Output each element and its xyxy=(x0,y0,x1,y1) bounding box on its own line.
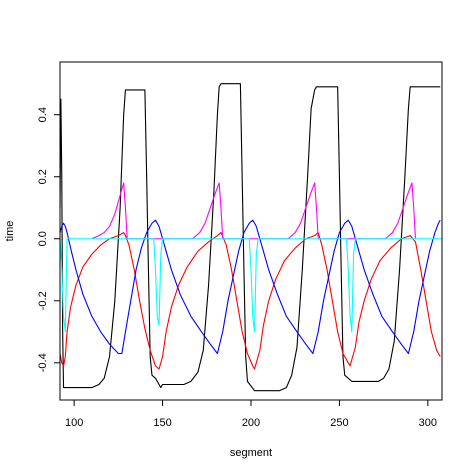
plot-frame xyxy=(59,61,443,401)
series-layer xyxy=(59,83,442,392)
y-tick-label: -0.2 xyxy=(37,291,49,310)
y-axis: -0.4 -0.2 0.0 0.2 0.4 xyxy=(37,107,60,372)
y-axis-title: time xyxy=(4,221,16,242)
y-tick-label: 0.4 xyxy=(37,107,49,122)
series-line-2 xyxy=(59,232,441,370)
x-tick-label: 300 xyxy=(419,417,437,429)
series-line-4 xyxy=(91,182,417,240)
x-tick-label: 200 xyxy=(242,417,260,429)
x-tick-label: 250 xyxy=(330,417,348,429)
x-axis-title: segment xyxy=(230,447,272,459)
y-tick-label: -0.4 xyxy=(37,353,49,372)
series-line-1 xyxy=(59,83,441,392)
series-line-3 xyxy=(59,219,441,355)
x-tick-label: 150 xyxy=(153,417,171,429)
series-line-5 xyxy=(59,238,442,333)
y-tick-label: 0.2 xyxy=(37,169,49,184)
x-axis: 100 150 200 250 300 xyxy=(65,400,437,429)
x-tick-label: 100 xyxy=(65,417,83,429)
y-tick-label: 0.0 xyxy=(37,231,49,246)
